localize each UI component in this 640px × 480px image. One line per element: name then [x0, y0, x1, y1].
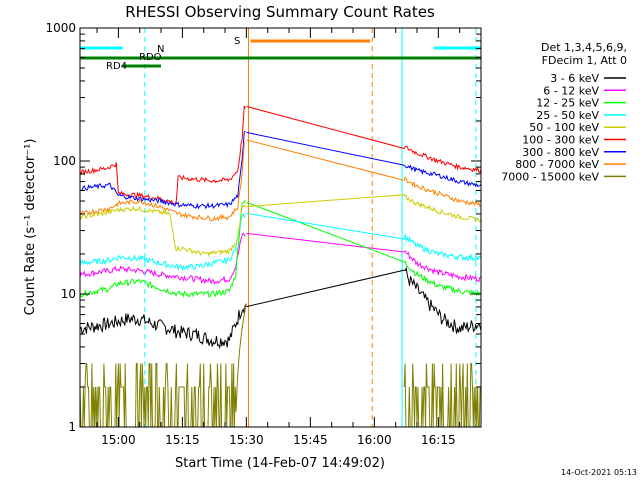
- series-line-2-1: [246, 201, 482, 297]
- x-tick-label: 15:30: [229, 433, 264, 447]
- legend-label-2: 12 - 25 keV: [536, 97, 599, 110]
- y-tick-label: 10: [61, 287, 76, 301]
- legend-label-5: 100 - 300 keV: [522, 134, 599, 147]
- series-line-6-0: [79, 130, 246, 210]
- legend: Det 1,3,4,5,6,9, FDecim 1, Att 0 3 - 6 k…: [501, 41, 627, 183]
- y-axis: 1 10 100 1000: [45, 21, 481, 434]
- series-line-4-1: [246, 194, 482, 223]
- rd4-flag-label: RD4: [106, 61, 127, 72]
- date-stamp: 14-Oct-2021 05:13: [561, 468, 637, 477]
- legend-label-6: 300 - 800 keV: [522, 146, 599, 159]
- series-line-5-1: [246, 105, 482, 174]
- series-line-0-0: [79, 304, 246, 350]
- legend-header-2: FDecim 1, Att 0: [542, 54, 627, 67]
- legend-label-0: 3 - 6 keV: [550, 72, 599, 85]
- flag-bars: [80, 39, 481, 68]
- y-tick-label: 1000: [45, 21, 76, 35]
- legend-label-7: 800 - 7000 keV: [515, 158, 599, 171]
- plot-frame: [79, 27, 482, 428]
- legend-label-4: 50 - 100 keV: [529, 121, 599, 134]
- y-tick-label: 100: [53, 154, 76, 168]
- night-flag-label: N: [157, 44, 164, 55]
- series-line-2-0: [79, 199, 246, 298]
- y-tick-label: 1: [68, 420, 76, 434]
- x-tick-label: 15:00: [101, 433, 136, 447]
- x-tick-label: 16:15: [421, 433, 456, 447]
- series-line-1-0: [79, 232, 246, 285]
- series-line-olive-0: [79, 303, 247, 428]
- legend-label-1: 6 - 12 keV: [543, 84, 599, 97]
- legend-label-3: 25 - 50 keV: [536, 109, 599, 122]
- series-line-1-1: [246, 232, 482, 283]
- chart-title: RHESSI Observing Summary Count Rates: [125, 3, 435, 21]
- series-line-7-1: [246, 139, 482, 208]
- series-group: [79, 105, 482, 428]
- series-line-4-0: [79, 204, 246, 258]
- x-tick-label: 15:45: [293, 433, 328, 447]
- legend-label-8: 7000 - 15000 keV: [501, 170, 599, 183]
- series-line-olive-1: [403, 363, 481, 428]
- flag-labels: N RDO RD4 S: [106, 36, 240, 72]
- x-axis: 15:00 15:15 15:30 15:45 16:00 16:15: [96, 28, 482, 447]
- saa-flag-label: S: [234, 36, 240, 47]
- x-axis-label: Start Time (14-Feb-07 14:49:02): [175, 456, 385, 471]
- series-line-6-1: [246, 131, 482, 188]
- x-tick-label: 16:00: [357, 433, 392, 447]
- series-line-3-1: [246, 212, 482, 263]
- series-line-0-1: [246, 266, 482, 334]
- series-line-3-0: [79, 212, 246, 272]
- x-tick-label: 15:15: [165, 433, 200, 447]
- series-line-7-0: [79, 142, 246, 222]
- y-axis-label: Count Rate (s⁻¹ detector⁻¹): [23, 139, 38, 316]
- legend-header-1: Det 1,3,4,5,6,9,: [541, 41, 627, 54]
- decim-flag-label: RDO: [139, 52, 162, 63]
